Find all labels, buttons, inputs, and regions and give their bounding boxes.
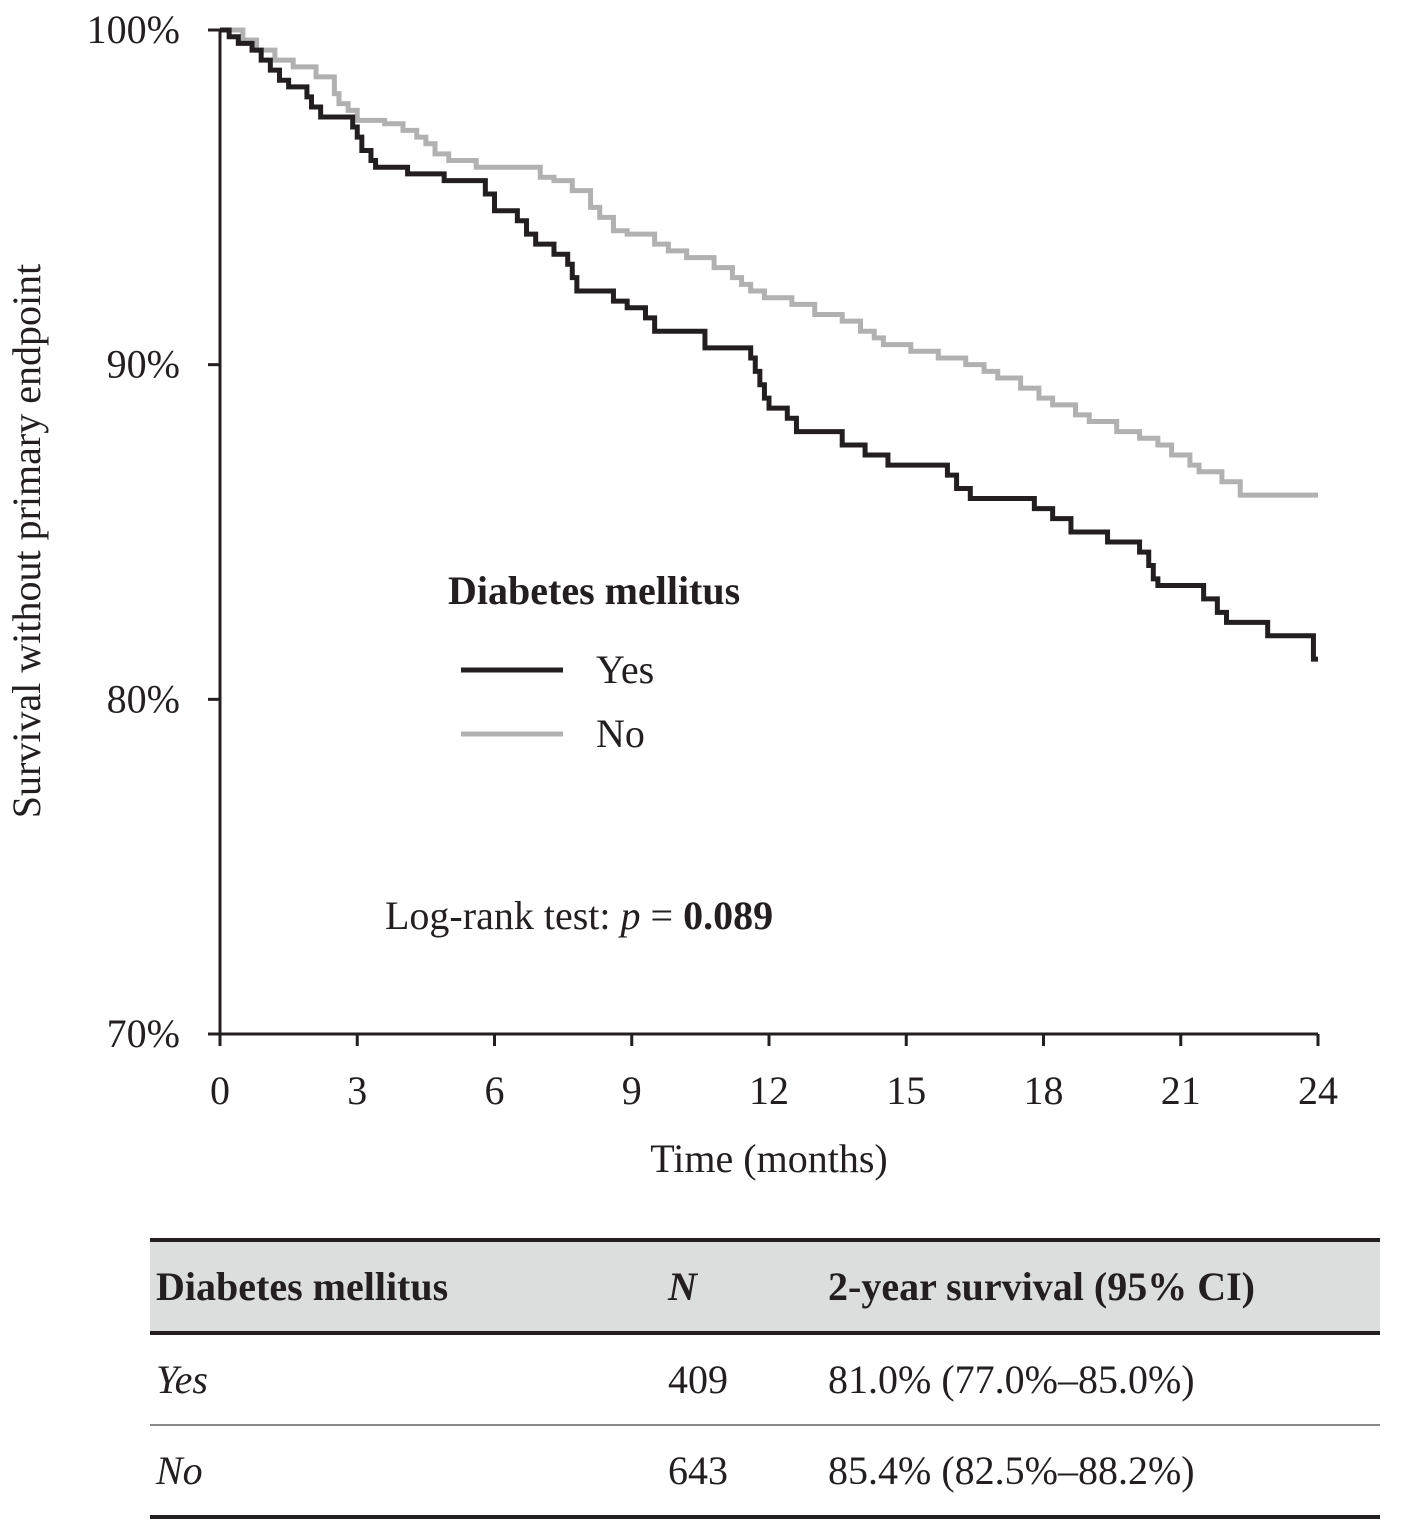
cell-n: 409 xyxy=(662,1333,822,1426)
x-tick-label: 24 xyxy=(1298,1068,1338,1113)
header-n: N xyxy=(662,1238,822,1335)
survival-summary-table: Diabetes mellitus N 2-year survival (95%… xyxy=(150,1238,1380,1519)
header-survival: 2-year survival (95% CI) xyxy=(822,1238,1380,1335)
y-tick-label: 80% xyxy=(107,676,180,721)
y-tick-label: 70% xyxy=(107,1011,180,1056)
legend: Diabetes mellitus Yes No xyxy=(448,568,740,756)
x-tick-label: 15 xyxy=(886,1068,926,1113)
header-group: Diabetes mellitus xyxy=(150,1238,662,1335)
legend-title: Diabetes mellitus xyxy=(448,568,740,613)
cell-n: 643 xyxy=(662,1425,822,1519)
table-row: No 643 85.4% (82.5%–88.2%) xyxy=(150,1425,1380,1519)
axis-ticks: 0 3 6 9 12 15 18 21 24 70% 80% 90% 100% xyxy=(87,7,1338,1113)
x-tick-label: 6 xyxy=(485,1068,505,1113)
p-value: 0.089 xyxy=(683,893,773,938)
cell-survival: 85.4% (82.5%–88.2%) xyxy=(822,1425,1380,1519)
y-tick-label: 90% xyxy=(107,342,180,387)
cell-survival: 81.0% (77.0%–85.0%) xyxy=(822,1333,1380,1426)
log-rank-label: Log-rank test: xyxy=(385,893,621,938)
survival-chart: 0 3 6 9 12 15 18 21 24 70% 80% 90% 100% Survival wit… xyxy=(4,7,1338,1181)
x-axis-title: Time (months) xyxy=(650,1136,887,1181)
p-equals: = xyxy=(641,893,684,938)
series-line-no xyxy=(220,27,1318,498)
x-tick-label: 18 xyxy=(1024,1068,1064,1113)
table-row: Yes 409 81.0% (77.0%–85.0%) xyxy=(150,1333,1380,1426)
x-tick-label: 0 xyxy=(210,1068,230,1113)
y-axis-title: Survival without primary endpoint xyxy=(4,264,49,818)
x-tick-label: 3 xyxy=(347,1068,367,1113)
legend-label-no: No xyxy=(596,711,645,756)
cell-group: No xyxy=(150,1425,662,1519)
x-tick-label: 12 xyxy=(749,1068,789,1113)
x-tick-label: 21 xyxy=(1161,1068,1201,1113)
table-header-row: Diabetes mellitus N 2-year survival (95%… xyxy=(150,1238,1380,1335)
series-layer xyxy=(220,27,1318,662)
chart-axes xyxy=(218,30,1318,1036)
y-tick-label: 100% xyxy=(87,7,180,52)
cell-group: Yes xyxy=(150,1333,662,1426)
log-rank-annotation: Log-rank test: p = 0.089 xyxy=(385,893,773,938)
series-line-yes xyxy=(220,27,1318,662)
p-symbol: p xyxy=(618,893,641,938)
x-tick-label: 9 xyxy=(622,1068,642,1113)
legend-label-yes: Yes xyxy=(596,647,654,692)
